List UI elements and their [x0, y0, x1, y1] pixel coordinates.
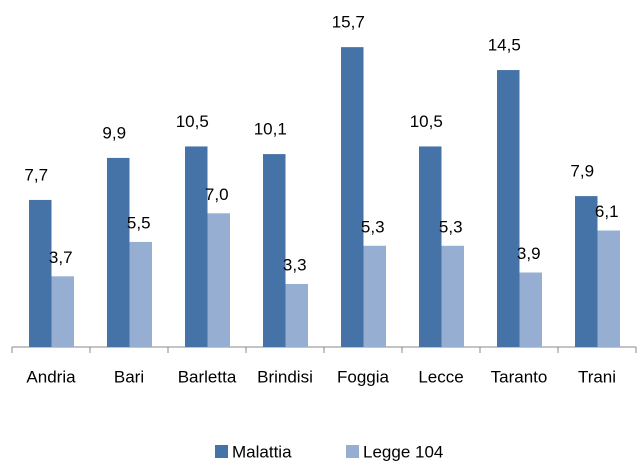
x-tick-label: Foggia — [337, 367, 390, 386]
data-label: 7,9 — [570, 162, 594, 181]
data-label: 6,1 — [595, 202, 619, 221]
data-label: 3,9 — [517, 244, 541, 263]
data-label: 7,7 — [24, 165, 48, 184]
bar — [363, 245, 386, 347]
data-label: 10,1 — [254, 120, 287, 139]
x-tick-label: Trani — [578, 367, 616, 386]
data-label: 14,5 — [488, 36, 521, 55]
legend-label: Legge 104 — [363, 442, 443, 461]
bar — [185, 146, 208, 347]
bar — [519, 272, 542, 347]
bar — [597, 230, 620, 347]
bar — [29, 199, 52, 347]
bar — [497, 70, 520, 348]
data-label: 3,3 — [283, 255, 307, 274]
data-label: 5,3 — [439, 217, 463, 236]
bar — [107, 157, 130, 347]
legend-swatch — [215, 445, 228, 458]
data-label: 9,9 — [102, 123, 126, 142]
legend-label: Malattia — [232, 442, 292, 461]
data-label: 5,3 — [361, 217, 385, 236]
bar — [263, 154, 286, 347]
legend-swatch — [346, 445, 359, 458]
x-tick-label: Andria — [26, 367, 76, 386]
bar — [285, 283, 308, 347]
bar — [419, 146, 442, 347]
x-tick-label: Brindisi — [257, 367, 313, 386]
bar — [441, 245, 464, 347]
bar — [51, 276, 74, 347]
data-label: 15,7 — [332, 13, 365, 32]
data-label: 7,0 — [205, 185, 229, 204]
data-label: 10,5 — [176, 112, 209, 131]
x-tick-label: Taranto — [491, 367, 548, 386]
x-tick-label: Bari — [114, 367, 144, 386]
x-tick-label: Barletta — [178, 367, 237, 386]
bar — [341, 47, 364, 347]
data-label: 5,5 — [127, 213, 151, 232]
bar — [207, 213, 230, 347]
bar — [575, 196, 598, 347]
data-label: 10,5 — [410, 112, 443, 131]
data-label: 3,7 — [49, 248, 73, 267]
x-tick-label: Lecce — [418, 367, 463, 386]
bar — [129, 241, 152, 347]
